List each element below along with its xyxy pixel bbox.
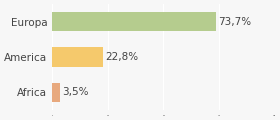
Bar — [52, 83, 60, 102]
Text: 22,8%: 22,8% — [105, 52, 138, 62]
Bar — [52, 12, 216, 31]
Text: 73,7%: 73,7% — [218, 17, 251, 27]
Bar — [52, 47, 103, 67]
Text: 3,5%: 3,5% — [62, 87, 89, 97]
